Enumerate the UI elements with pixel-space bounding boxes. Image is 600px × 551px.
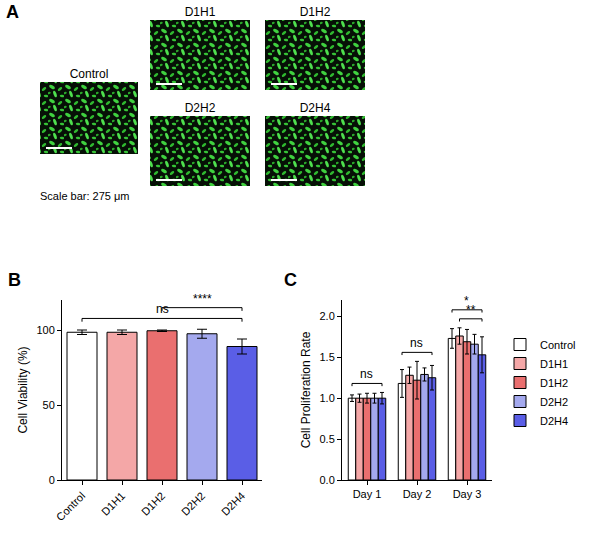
svg-text:100: 100 [36, 324, 54, 336]
svg-text:A: A [6, 2, 19, 22]
svg-text:Scale bar: 275 μm: Scale bar: 275 μm [40, 190, 130, 202]
svg-text:D1H1: D1H1 [185, 5, 216, 19]
svg-text:B: B [8, 270, 21, 290]
svg-text:D1H2: D1H2 [139, 490, 167, 518]
svg-text:ns: ns [156, 302, 169, 316]
svg-text:Control: Control [540, 339, 575, 351]
svg-text:*: * [464, 294, 469, 308]
svg-text:D1H2: D1H2 [540, 377, 568, 389]
svg-text:**: ** [466, 303, 476, 317]
svg-text:2.0: 2.0 [320, 310, 335, 322]
svg-text:D2H2: D2H2 [179, 490, 207, 518]
svg-text:Cell Proliferation Rate: Cell Proliferation Rate [299, 331, 313, 448]
svg-text:****: **** [193, 292, 212, 306]
svg-text:Day 3: Day 3 [453, 488, 482, 500]
svg-text:D2H2: D2H2 [540, 396, 568, 408]
svg-text:ns: ns [410, 336, 423, 350]
svg-text:50: 50 [43, 399, 55, 411]
svg-text:D1H2: D1H2 [300, 5, 331, 19]
svg-text:D2H2: D2H2 [185, 101, 216, 115]
svg-text:Day 2: Day 2 [403, 488, 432, 500]
svg-text:D2H4: D2H4 [300, 101, 331, 115]
svg-text:D2H4: D2H4 [540, 415, 568, 427]
svg-text:ns: ns [360, 367, 373, 381]
svg-text:0.5: 0.5 [320, 433, 335, 445]
svg-text:D1H1: D1H1 [99, 490, 127, 518]
svg-text:1.5: 1.5 [320, 351, 335, 363]
svg-text:Cell Viability (%): Cell Viability (%) [16, 346, 30, 433]
svg-text:Control: Control [70, 67, 109, 81]
svg-text:Control: Control [54, 490, 88, 524]
svg-text:1.0: 1.0 [320, 392, 335, 404]
svg-text:D1H1: D1H1 [540, 358, 568, 370]
svg-text:D2H4: D2H4 [219, 490, 247, 518]
svg-text:C: C [284, 270, 297, 290]
svg-text:Day 1: Day 1 [353, 488, 382, 500]
svg-text:0: 0 [49, 474, 55, 486]
svg-text:0.0: 0.0 [320, 474, 335, 486]
